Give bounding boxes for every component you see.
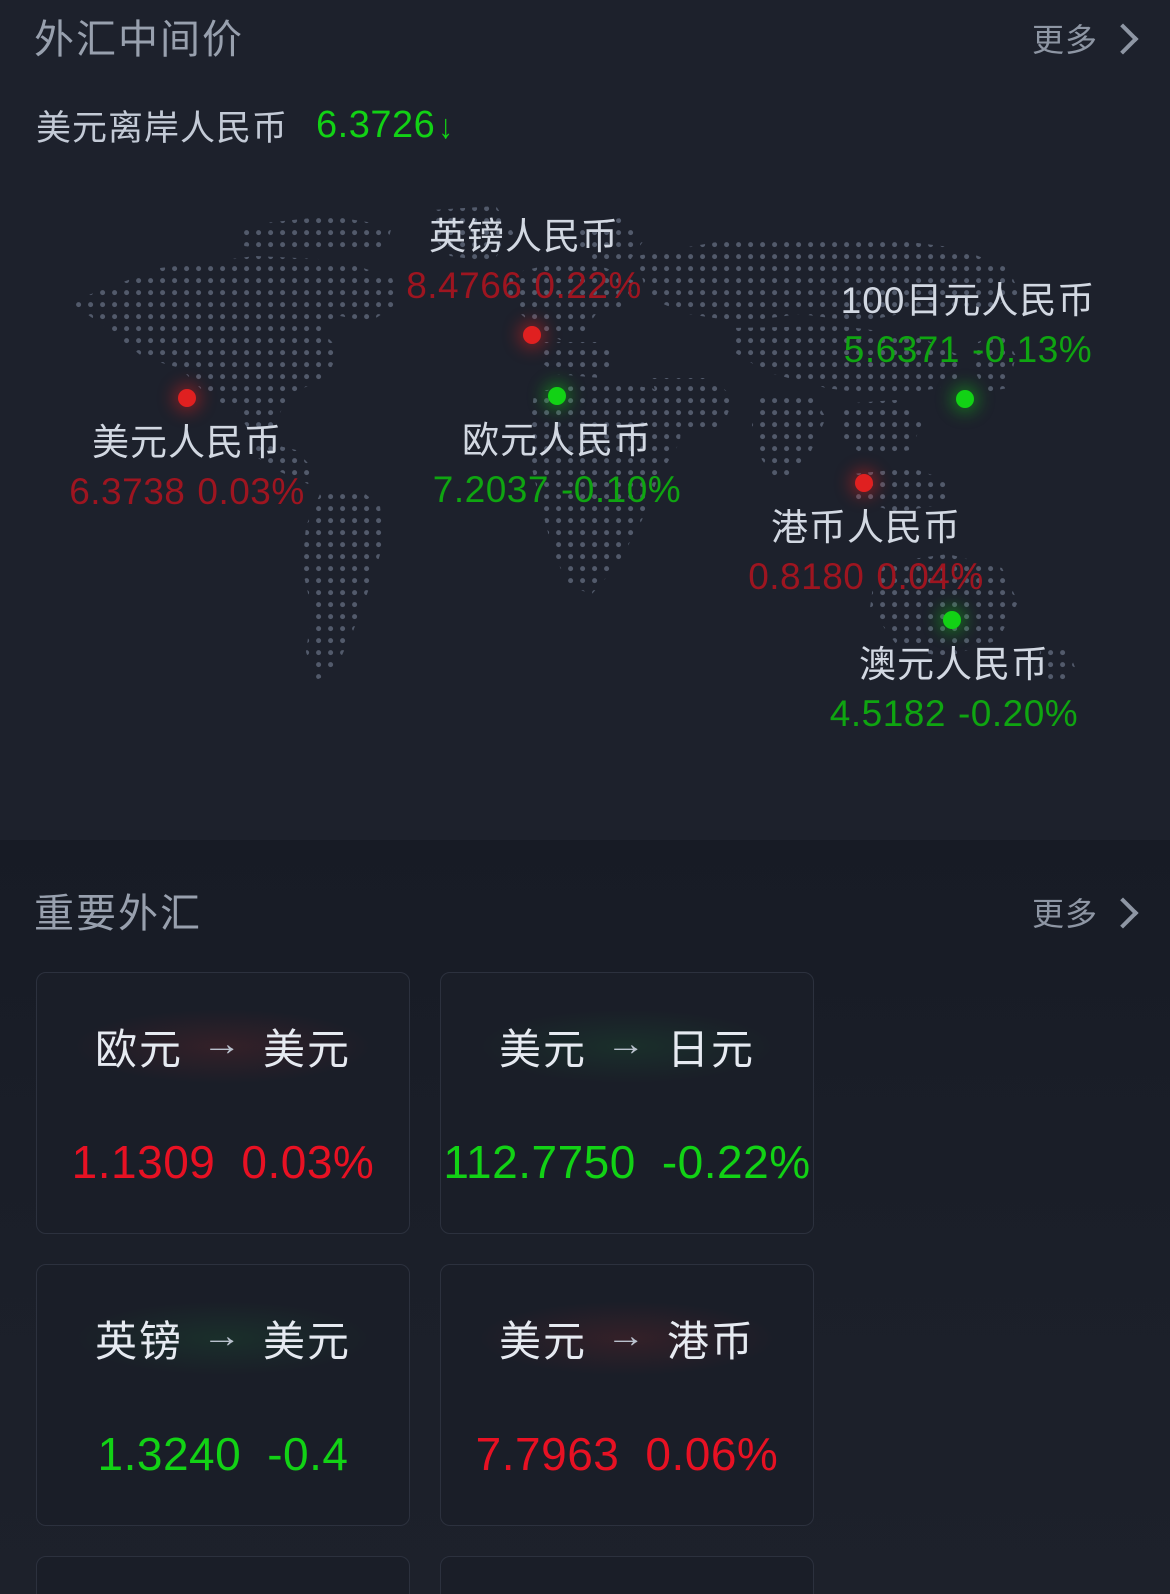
- currency-pair-value: 1.1309 0.03%: [72, 1135, 375, 1189]
- map-quote-rate: 7.2037: [432, 469, 549, 511]
- currency-pair-title: 美元 → 港币: [480, 1301, 774, 1375]
- pair-rate: 1.1309: [71, 1135, 216, 1188]
- headline-value-group: 6.3726 ↓: [316, 104, 455, 147]
- map-quote-label[interactable]: 100日元人民币 5.6371 -0.13%: [841, 278, 1096, 372]
- map-marker-dot[interactable]: [523, 326, 541, 344]
- map-quote-rate: 6.3738: [69, 471, 186, 513]
- arrow-down-icon: ↓: [438, 107, 454, 146]
- map-quote-label[interactable]: 港币人民币 0.8180 0.04%: [748, 505, 984, 599]
- pair-change: -0.22%: [661, 1135, 811, 1188]
- map-marker-dot[interactable]: [956, 390, 974, 408]
- pair-rate: 112.7750: [443, 1135, 636, 1188]
- map-marker-dot[interactable]: [548, 387, 566, 405]
- currency-pair-value: 112.7750 -0.22%: [443, 1135, 810, 1189]
- currency-pair-card[interactable]: 纽元→美元0.6752-0.87%: [36, 1556, 410, 1594]
- map-quote-name: 英镑人民币: [429, 216, 619, 257]
- more-label: 更多: [1031, 896, 1098, 932]
- pair-rate: 7.7963: [475, 1427, 620, 1480]
- arrow-right-icon: →: [202, 1024, 244, 1063]
- pair-from-currency: 英镑: [94, 1317, 183, 1365]
- currency-pair-title: 英镑 → 美元: [76, 1301, 370, 1375]
- more-label: 更多: [1031, 22, 1098, 58]
- currency-pair-value: 1.3240 -0.4: [98, 1427, 349, 1481]
- map-quote-label[interactable]: 美元人民币 6.3738 0.03%: [69, 420, 305, 514]
- headline-rate: 6.3726: [316, 104, 436, 146]
- pair-from-currency: 美元: [498, 1025, 587, 1073]
- mid-section-more-button[interactable]: 更多: [1031, 22, 1139, 58]
- map-quote-rate: 8.4766: [406, 265, 523, 307]
- arrow-right-icon: →: [606, 1316, 648, 1355]
- map-marker-dot[interactable]: [943, 611, 961, 629]
- currency-pair-card[interactable]: 英镑 → 美元 1.3240 -0.4: [36, 1264, 410, 1526]
- map-quote-change: -0.20%: [957, 693, 1079, 735]
- map-quote-change: 0.22%: [534, 265, 642, 307]
- map-marker-dot[interactable]: [178, 389, 196, 407]
- map-quote-value: 6.3738 0.03%: [69, 469, 305, 514]
- map-marker-dot[interactable]: [855, 474, 873, 492]
- map-quote-label[interactable]: 澳元人民币 4.5182 -0.20%: [830, 642, 1078, 736]
- map-quote-value: 4.5182 -0.20%: [830, 691, 1078, 736]
- pair-from-currency: 欧元: [94, 1025, 183, 1073]
- pair-change: -0.4: [267, 1427, 349, 1480]
- map-quote-change: 0.04%: [876, 556, 984, 598]
- currency-pair-value: 7.7963 0.06%: [476, 1427, 779, 1481]
- map-quote-name: 澳元人民币: [859, 644, 1049, 685]
- map-quote-label[interactable]: 欧元人民币 7.2037 -0.10%: [433, 418, 681, 512]
- world-map-dot-grid: [40, 182, 1130, 742]
- fx-mid-price-section: 外汇中间价 更多 美元离岸人民币 6.3726 ↓: [0, 10, 1170, 742]
- map-quote-name: 欧元人民币: [462, 420, 652, 461]
- map-quote-rate: 5.6371: [843, 329, 960, 371]
- pair-change: 0.03%: [241, 1135, 375, 1188]
- map-quote-change: 0.03%: [197, 471, 305, 513]
- important-section-title: 重要外汇: [34, 892, 202, 936]
- important-section-header: 重要外汇 更多: [0, 884, 1170, 944]
- world-map: 美元人民币 6.3738 0.03% 英镑人民币 8.4766 0.22% 欧元人民币 7.2…: [40, 182, 1130, 742]
- arrow-right-icon: →: [202, 1316, 244, 1355]
- mid-section-header: 外汇中间价 更多: [0, 10, 1170, 70]
- map-quote-value: 0.8180 0.04%: [748, 554, 984, 599]
- chevron-right-icon: [1107, 897, 1139, 929]
- currency-pair-title: 欧元 → 美元: [76, 1009, 370, 1083]
- map-quote-name: 美元人民币: [92, 422, 282, 463]
- page-title: 外汇中间价: [34, 18, 244, 62]
- map-quote-change: -0.10%: [560, 469, 682, 511]
- currency-pair-title: 美元 → 日元: [480, 1009, 774, 1083]
- headline-currency-name: 美元离岸人民币: [36, 109, 289, 148]
- map-quote-name: 港币人民币: [771, 507, 961, 548]
- map-quote-label[interactable]: 英镑人民币 8.4766 0.22%: [406, 214, 642, 308]
- pair-to-currency: 日元: [667, 1025, 756, 1073]
- important-fx-section: 重要外汇 更多 欧元 → 美元 1.1309 0.03% 美元 → 日元 112.7750 -0.…: [0, 840, 1170, 1594]
- currency-card-grid: 欧元 → 美元 1.1309 0.03% 美元 → 日元 112.7750 -0.22% 英镑 → 美元…: [36, 972, 1170, 1594]
- currency-pair-card[interactable]: 欧元 → 美元 1.1309 0.03%: [36, 972, 410, 1234]
- pair-rate: 1.3240: [97, 1427, 242, 1480]
- currency-pair-card[interactable]: 美元 → 日元 112.7750 -0.22%: [440, 972, 814, 1234]
- pair-to-currency: 港币: [667, 1317, 756, 1365]
- pair-change: 0.06%: [645, 1427, 779, 1480]
- headline-quote[interactable]: 美元离岸人民币 6.3726 ↓: [36, 100, 455, 151]
- arrow-right-icon: →: [606, 1024, 648, 1063]
- pair-to-currency: 美元: [263, 1317, 352, 1365]
- currency-pair-card[interactable]: 美元→韩元1183.72000.: [440, 1556, 814, 1594]
- chevron-right-icon: [1107, 23, 1139, 55]
- map-quote-change: -0.13%: [971, 329, 1093, 371]
- pair-from-currency: 美元: [498, 1317, 587, 1365]
- map-quote-rate: 0.8180: [748, 556, 865, 598]
- map-quote-name: 100日元人民币: [840, 280, 1096, 321]
- currency-pair-card[interactable]: 美元 → 港币 7.7963 0.06%: [440, 1264, 814, 1526]
- map-quote-value: 8.4766 0.22%: [406, 263, 642, 308]
- map-quote-rate: 4.5182: [829, 693, 946, 735]
- map-quote-value: 5.6371 -0.13%: [841, 327, 1096, 372]
- important-section-more-button[interactable]: 更多: [1031, 896, 1139, 932]
- map-quote-value: 7.2037 -0.10%: [433, 467, 681, 512]
- pair-to-currency: 美元: [263, 1025, 352, 1073]
